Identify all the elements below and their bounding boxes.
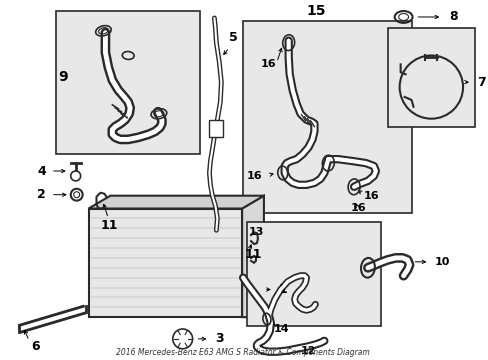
Bar [56, 11, 199, 154]
Text: 5: 5 [229, 31, 238, 44]
Bar [246, 222, 380, 326]
Text: 2016 Mercedes-Benz E63 AMG S Radiator & Components Diagram: 2016 Mercedes-Benz E63 AMG S Radiator & … [116, 348, 369, 357]
Bar [209, 120, 223, 138]
Text: 16: 16 [261, 59, 276, 69]
Polygon shape [242, 196, 264, 317]
Text: 8: 8 [448, 10, 457, 23]
Text: 3: 3 [215, 332, 224, 345]
Text: 4: 4 [37, 165, 46, 177]
Text: 10: 10 [433, 257, 449, 267]
Text: 6: 6 [31, 340, 40, 353]
Text: 16: 16 [349, 203, 365, 212]
Bar [243, 21, 411, 213]
Text: 12: 12 [300, 346, 316, 356]
Text: 14: 14 [273, 324, 289, 334]
Text: 7: 7 [476, 76, 485, 89]
Text: 16: 16 [246, 171, 262, 181]
Circle shape [172, 329, 192, 349]
Bar [387, 28, 474, 127]
Text: 11: 11 [244, 248, 261, 261]
Text: 9: 9 [58, 70, 67, 84]
Bar [88, 208, 242, 317]
Polygon shape [88, 196, 264, 208]
Text: 2: 2 [37, 188, 46, 201]
Text: 15: 15 [306, 4, 325, 18]
Text: 1: 1 [278, 283, 287, 296]
Circle shape [71, 171, 81, 181]
Text: 13: 13 [248, 227, 264, 237]
Text: 11: 11 [100, 219, 118, 232]
Text: 16: 16 [363, 191, 379, 201]
